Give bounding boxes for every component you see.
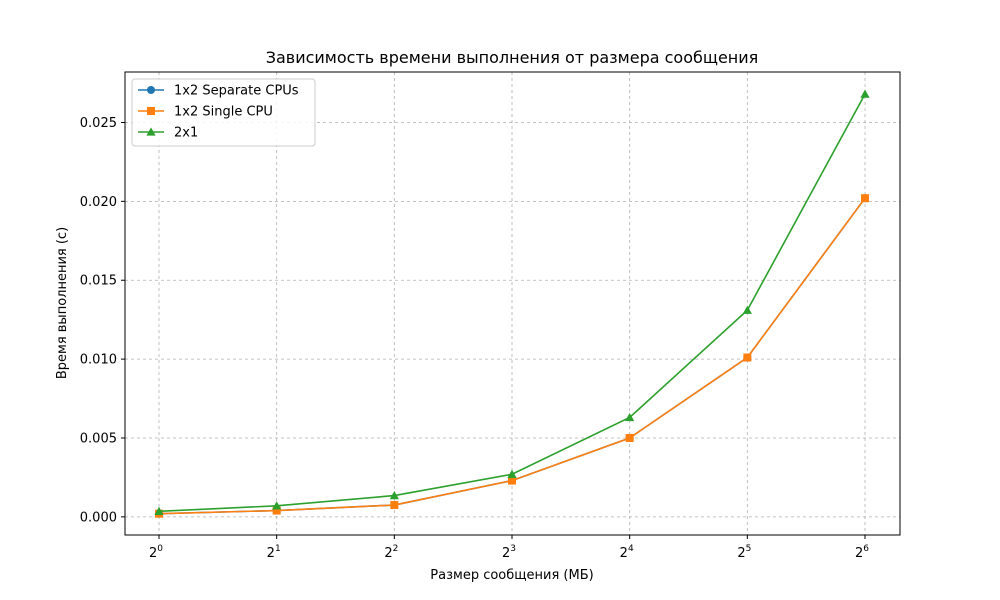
x-axis-label: Размер сообщения (МБ): [430, 568, 593, 583]
legend-entry: 2x1: [138, 126, 198, 141]
data-point: [861, 194, 869, 203]
data-point: [860, 89, 870, 98]
legend-label: 1x2 Single CPU: [174, 105, 273, 120]
x-tick-label-exponent: 3: [510, 544, 516, 554]
x-tick-label-base: 2: [620, 546, 628, 561]
legend-label: 2x1: [174, 126, 198, 141]
x-tick-label-exponent: 5: [746, 544, 752, 554]
x-tick-label-exponent: 4: [628, 544, 634, 554]
x-tick-label: 26: [855, 544, 869, 561]
series-layer: [154, 89, 870, 518]
data-point: [743, 353, 752, 362]
y-tick-label: 0.020: [80, 195, 117, 210]
x-tick-label: 25: [737, 544, 751, 561]
x-tick-label-base: 2: [737, 546, 745, 561]
y-axis: 0.000 0.005 0.010 0.015 0.020 0.025: [80, 116, 125, 525]
legend-marker: [146, 127, 156, 136]
data-point: [508, 476, 516, 485]
y-tick-label: 0.025: [80, 116, 117, 131]
data-point: [272, 506, 281, 515]
y-axis-label: Время выполнения (с): [55, 227, 70, 379]
y-tick-label: 0.000: [80, 510, 117, 525]
x-tick-label-exponent: 6: [863, 544, 869, 554]
x-tick-label: 21: [267, 544, 281, 561]
legend-entry: 1x2 Separate CPUs: [138, 84, 299, 99]
data-point: [390, 501, 399, 510]
x-tick-label-base: 2: [149, 546, 157, 561]
x-axis: 20 21 22 23 24 25 26: [149, 535, 869, 561]
legend: 1x2 Separate CPUs 1x2 Single CPU 2x1: [131, 78, 316, 147]
legend-entry: 1x2 Single CPU: [138, 105, 273, 120]
series-3: [154, 89, 870, 516]
data-point: [625, 433, 634, 442]
x-tick-label-base: 2: [502, 546, 510, 561]
y-tick-label: 0.015: [80, 274, 117, 289]
data-point: [272, 501, 282, 510]
x-tick-label-base: 2: [384, 546, 392, 561]
data-point: [154, 506, 164, 516]
x-tick-label-base: 2: [855, 546, 863, 561]
data-point: [625, 412, 635, 422]
legend-marker: [147, 86, 155, 94]
legend-marker: [147, 107, 155, 115]
x-tick-label: 20: [149, 544, 163, 561]
x-tick-label-exponent: 0: [157, 544, 163, 554]
chart-title: Зависимость времени выполнения от размер…: [266, 48, 759, 67]
x-tick-label-exponent: 1: [275, 544, 281, 554]
legend-label: 1x2 Separate CPUs: [174, 84, 299, 99]
data-point: [742, 305, 752, 314]
data-point: [507, 469, 517, 478]
x-tick-label: 24: [620, 544, 634, 561]
y-tick-label: 0.005: [80, 431, 117, 446]
data-point: [389, 490, 399, 500]
x-tick-label-exponent: 2: [393, 544, 399, 554]
x-tick-label-base: 2: [267, 546, 275, 561]
y-tick-label: 0.010: [80, 353, 117, 368]
x-tick-label: 23: [502, 544, 516, 561]
x-tick-label: 22: [384, 544, 398, 561]
legend-box: [131, 78, 316, 147]
grid-lines: [125, 72, 900, 535]
